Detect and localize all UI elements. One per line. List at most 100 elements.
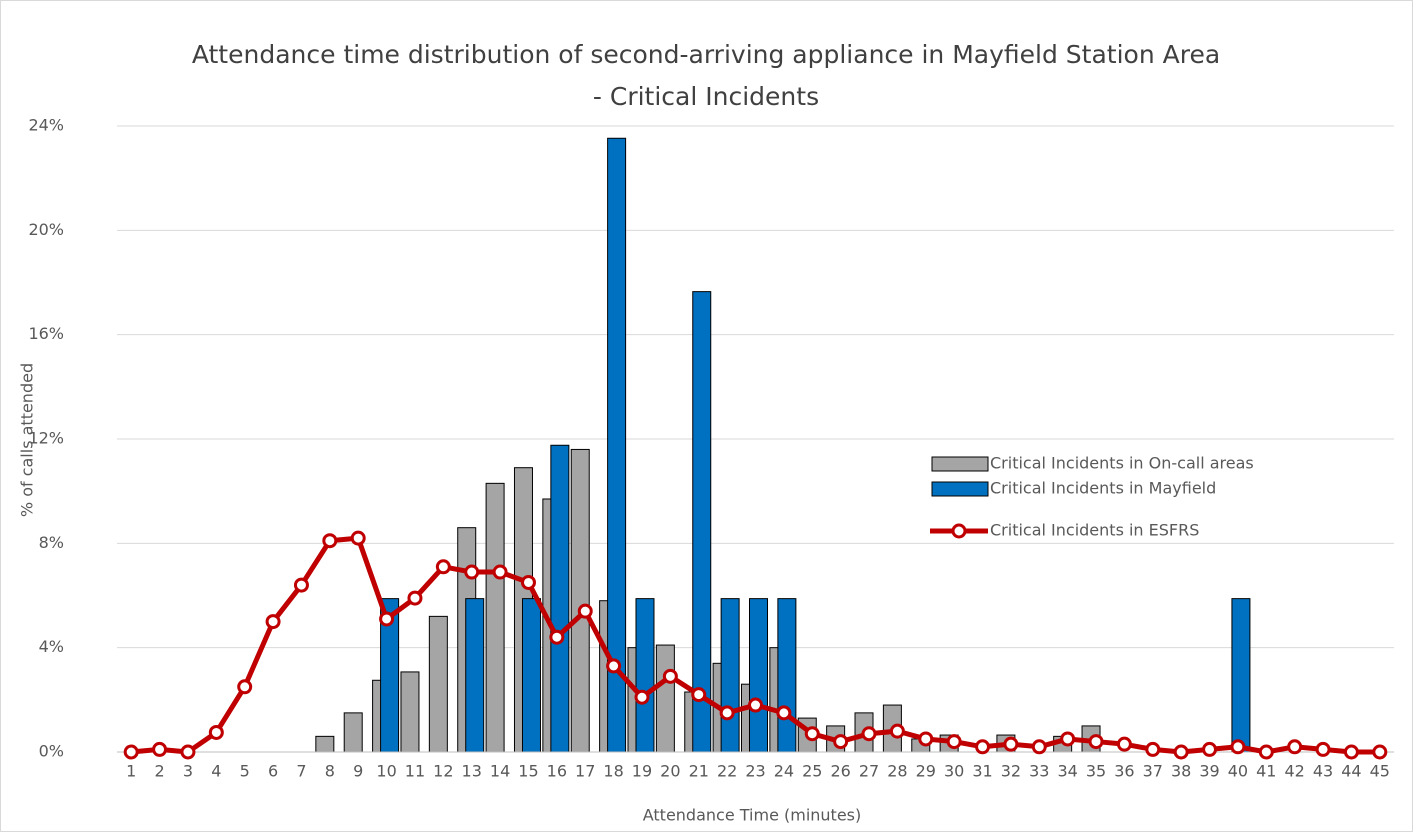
x-tick-label: 37 bbox=[1143, 762, 1163, 781]
y-tick-label: 24% bbox=[28, 116, 64, 135]
line-marker bbox=[1060, 731, 1076, 747]
x-tick-label: 23 bbox=[745, 762, 765, 781]
x-tick-label: 2 bbox=[154, 762, 164, 781]
line-marker bbox=[407, 590, 423, 606]
x-tick-label: 35 bbox=[1086, 762, 1106, 781]
legend-swatch-marker bbox=[951, 523, 967, 539]
bar bbox=[315, 735, 335, 753]
line-marker bbox=[208, 724, 224, 740]
line-marker bbox=[152, 741, 168, 757]
chart-title: Attendance time distribution of second-a… bbox=[192, 40, 1220, 69]
x-tick-label: 43 bbox=[1313, 762, 1333, 781]
x-tick-label: 7 bbox=[296, 762, 306, 781]
x-tick-label: 1 bbox=[126, 762, 136, 781]
line-marker bbox=[293, 577, 309, 593]
bar bbox=[692, 291, 712, 753]
y-tick-label: 16% bbox=[28, 324, 64, 343]
x-tick-label: 42 bbox=[1284, 762, 1304, 781]
x-tick-label: 18 bbox=[603, 762, 623, 781]
x-tick-label: 8 bbox=[325, 762, 335, 781]
line-marker bbox=[606, 658, 622, 674]
line-marker bbox=[237, 679, 253, 695]
line-marker bbox=[1372, 744, 1388, 760]
line-marker bbox=[577, 603, 593, 619]
legend-swatch bbox=[931, 481, 989, 497]
x-tick-label: 9 bbox=[353, 762, 363, 781]
x-tick-label: 11 bbox=[405, 762, 425, 781]
x-tick-label: 20 bbox=[660, 762, 680, 781]
bar bbox=[400, 671, 420, 753]
bar bbox=[570, 448, 590, 753]
x-tick-label: 38 bbox=[1171, 762, 1191, 781]
x-tick-label: 22 bbox=[717, 762, 737, 781]
line-marker bbox=[1088, 734, 1104, 750]
legend-label: Critical Incidents in ESFRS bbox=[990, 521, 1199, 540]
bar bbox=[1231, 598, 1251, 753]
line-marker bbox=[946, 734, 962, 750]
line-marker bbox=[350, 530, 366, 546]
x-tick-label: 6 bbox=[268, 762, 278, 781]
x-tick-label: 33 bbox=[1029, 762, 1049, 781]
bar bbox=[749, 598, 768, 753]
bar bbox=[465, 598, 485, 753]
line-marker bbox=[1287, 739, 1303, 755]
x-tick-label: 41 bbox=[1256, 762, 1276, 781]
bar bbox=[428, 615, 448, 753]
line-marker bbox=[1343, 744, 1359, 760]
legend-swatch bbox=[931, 456, 989, 472]
bar bbox=[485, 482, 505, 753]
bar bbox=[343, 712, 363, 753]
line-marker bbox=[691, 687, 707, 703]
line-marker bbox=[634, 689, 650, 705]
line-marker bbox=[1315, 741, 1331, 757]
bar bbox=[777, 598, 797, 753]
line-marker bbox=[265, 614, 281, 630]
bar bbox=[521, 598, 541, 753]
line-marker bbox=[464, 564, 480, 580]
x-tick-label: 39 bbox=[1199, 762, 1219, 781]
line-marker bbox=[492, 564, 508, 580]
line-marker bbox=[379, 611, 395, 627]
y-axis-label: % of calls attended bbox=[18, 363, 37, 517]
bar bbox=[720, 598, 740, 753]
line-marker bbox=[719, 705, 735, 721]
x-tick-label: 30 bbox=[944, 762, 964, 781]
line-marker bbox=[833, 734, 849, 750]
x-tick-label: 19 bbox=[632, 762, 652, 781]
x-tick-label: 40 bbox=[1228, 762, 1248, 781]
x-tick-label: 17 bbox=[575, 762, 595, 781]
x-tick-label: 15 bbox=[518, 762, 538, 781]
chart-subtitle: - Critical Incidents bbox=[593, 82, 819, 111]
x-tick-label: 44 bbox=[1341, 762, 1361, 781]
line-marker bbox=[1230, 739, 1246, 755]
line-marker bbox=[861, 726, 877, 742]
x-tick-label: 24 bbox=[774, 762, 794, 781]
x-tick-label: 27 bbox=[859, 762, 879, 781]
line-marker bbox=[1202, 741, 1218, 757]
line-marker bbox=[322, 533, 338, 549]
y-tick-label: 8% bbox=[39, 533, 64, 552]
x-tick-label: 26 bbox=[830, 762, 850, 781]
x-tick-label: 10 bbox=[376, 762, 396, 781]
y-tick-label: 4% bbox=[39, 637, 64, 656]
x-tick-label: 21 bbox=[689, 762, 709, 781]
bar bbox=[635, 598, 655, 753]
line-marker bbox=[1173, 744, 1189, 760]
legend-label: Critical Incidents in Mayfield bbox=[990, 479, 1216, 498]
x-tick-label: 14 bbox=[490, 762, 510, 781]
x-tick-label: 31 bbox=[972, 762, 992, 781]
x-tick-label: 28 bbox=[887, 762, 907, 781]
line-marker bbox=[975, 739, 991, 755]
bar bbox=[550, 444, 570, 753]
x-tick-label: 25 bbox=[802, 762, 822, 781]
line-marker bbox=[1116, 736, 1132, 752]
line-marker bbox=[748, 697, 763, 713]
x-tick-label: 34 bbox=[1057, 762, 1077, 781]
x-tick-label: 29 bbox=[916, 762, 936, 781]
y-tick-label: 20% bbox=[28, 220, 64, 239]
line-marker bbox=[435, 559, 451, 575]
bar bbox=[655, 644, 675, 753]
line-marker bbox=[549, 629, 565, 645]
line-marker bbox=[889, 723, 905, 739]
